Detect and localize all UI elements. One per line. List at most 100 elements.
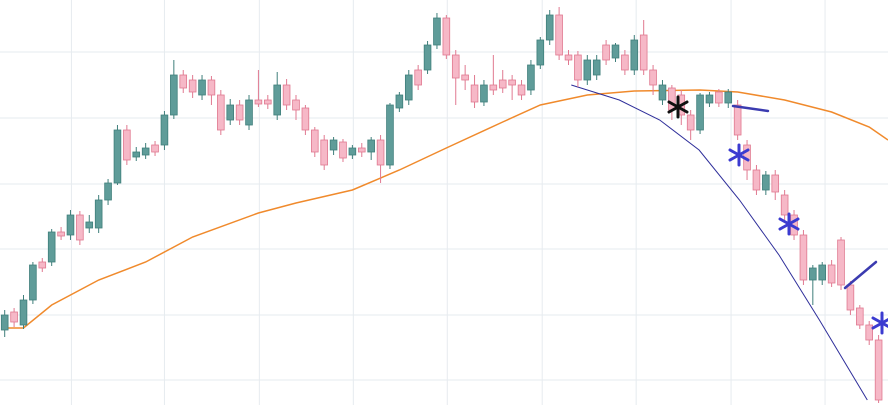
candle-body [217, 94, 225, 131]
candle-body [780, 194, 789, 216]
annotations [667, 95, 888, 335]
candle-body [686, 114, 695, 131]
annotation-star [728, 143, 750, 167]
candle-body [724, 91, 733, 104]
annotation-star [778, 212, 800, 236]
candle-body [395, 94, 404, 109]
candle-body [339, 141, 347, 159]
candle-body [76, 214, 84, 241]
candle-body [489, 84, 498, 91]
candle-body [865, 324, 873, 341]
candle-body [668, 87, 676, 111]
candle-body [827, 264, 836, 284]
annotation-star [871, 311, 888, 335]
candle-body [47, 231, 56, 263]
candle-body [123, 129, 131, 161]
candle-body [38, 261, 47, 269]
candle-body [348, 147, 357, 156]
candle-body [57, 231, 65, 237]
candle-body [564, 54, 573, 61]
candle-body [141, 147, 150, 156]
candle-body [66, 214, 75, 236]
candle-body [414, 69, 422, 86]
candle-body [809, 267, 817, 281]
annotation-line [731, 104, 770, 113]
candle-body [376, 139, 385, 166]
candle-body [536, 39, 545, 66]
candle-body [639, 34, 648, 71]
candle-body [151, 144, 159, 153]
candle-body [733, 104, 742, 136]
candle-body [170, 74, 178, 116]
candle-body [301, 107, 310, 131]
candle-body [630, 39, 639, 71]
candle-body [188, 79, 197, 93]
candle-body [329, 139, 338, 151]
candle-body [527, 64, 535, 91]
candle-body [442, 17, 451, 56]
line-series [571, 84, 868, 401]
candle-body [705, 94, 714, 104]
candle-body [696, 94, 704, 131]
candle-body [461, 74, 469, 81]
candle-body [799, 234, 808, 281]
candle-body [658, 84, 667, 101]
candle-body [555, 14, 563, 56]
candle-body [113, 129, 122, 184]
candle-body [0, 314, 9, 331]
candle-body [160, 114, 169, 146]
candle-body [846, 284, 855, 311]
candle-body [198, 79, 206, 96]
candle-body [715, 91, 723, 104]
candle-body [85, 221, 94, 229]
annotation-line [843, 260, 878, 290]
candle-body [207, 79, 216, 96]
candle-body [611, 44, 620, 59]
candle-body [480, 84, 488, 103]
candle-body [226, 104, 235, 121]
candle-body [132, 151, 141, 158]
candle-body [818, 264, 827, 281]
candle-body [179, 74, 188, 89]
candle-body [273, 84, 281, 116]
candle-body [254, 99, 263, 105]
candles [0, 7, 883, 403]
candle-body [583, 59, 592, 81]
candle-body [498, 79, 507, 89]
candle-body [245, 99, 253, 126]
candle-body [386, 104, 394, 166]
candle-body [762, 174, 770, 191]
candle-body [423, 44, 432, 71]
line-series [4, 89, 888, 329]
candle-body [282, 84, 291, 106]
candle-body [771, 174, 780, 193]
candle-body [451, 54, 460, 79]
candle-body [29, 264, 37, 301]
candle-body [404, 74, 413, 101]
candle-body [545, 14, 554, 41]
candle-body [508, 79, 516, 86]
candle-body [19, 299, 28, 326]
candle-body [94, 199, 103, 229]
annotation-star [667, 95, 689, 119]
candle-body [856, 307, 864, 326]
candle-body [367, 139, 375, 153]
candle-body [602, 44, 610, 61]
candle-body [357, 147, 366, 153]
lines [4, 84, 888, 401]
candle-body [433, 17, 441, 46]
candle-body [837, 239, 845, 286]
candle-body [752, 169, 761, 191]
candle-body [10, 311, 18, 323]
candle-body [235, 104, 244, 121]
candle-body [874, 339, 883, 401]
candle-body [470, 84, 479, 103]
candle-body [292, 99, 300, 111]
candle-body [264, 99, 272, 105]
candle-body [320, 139, 328, 166]
candle-body [592, 59, 601, 76]
candle-body [621, 54, 629, 71]
candle-body [649, 69, 657, 86]
